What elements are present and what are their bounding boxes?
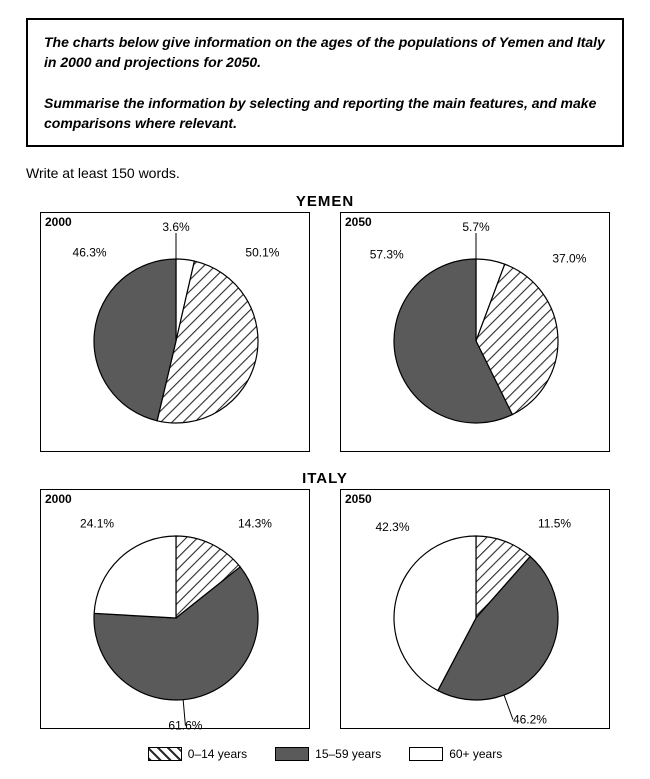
slice-label: 46.2% xyxy=(513,713,547,727)
slice-label: 61.6% xyxy=(168,719,202,730)
legend-label: 15–59 years xyxy=(315,747,381,761)
legend: 0–14 years 15–59 years 60+ years xyxy=(18,747,632,761)
word-count-instruction: Write at least 150 words. xyxy=(26,165,632,181)
slice-label: 5.7% xyxy=(462,220,490,234)
slice-label: 46.3% xyxy=(73,246,107,260)
year-label: 2000 xyxy=(45,492,72,506)
slice-label: 50.1% xyxy=(245,246,279,260)
legend-swatch xyxy=(275,747,309,761)
chart-cell: 2000 14.3% 61.6% 24.1% xyxy=(40,489,310,729)
slice-label: 24.1% xyxy=(80,517,114,531)
year-label: 2050 xyxy=(345,215,372,229)
prompt-line-2: Summarise the information by selecting a… xyxy=(44,93,606,134)
charts-container: YEMEN 2000 3.6% 50.1% 46.3% 2050 5.7% 37.0% 57.3… xyxy=(18,193,632,729)
legend-item: 15–59 years xyxy=(275,747,381,761)
legend-label: 60+ years xyxy=(449,747,502,761)
legend-item: 0–14 years xyxy=(148,747,247,761)
slice-label: 37.0% xyxy=(552,252,586,266)
year-label: 2000 xyxy=(45,215,72,229)
prompt-line-1: The charts below give information on the… xyxy=(44,32,606,73)
slice-label: 57.3% xyxy=(370,248,404,262)
slice-label: 42.3% xyxy=(375,520,409,534)
legend-swatch xyxy=(409,747,443,761)
country-title: YEMEN xyxy=(18,193,632,210)
slice-label: 14.3% xyxy=(238,517,272,531)
slice-label: 11.5% xyxy=(538,517,571,531)
chart-cell: 2050 11.5% 46.2% 42.3% xyxy=(340,489,610,729)
leader-line xyxy=(504,696,513,720)
chart-cell: 2050 5.7% 37.0% 57.3% xyxy=(340,212,610,452)
chart-row: 2000 14.3% 61.6% 24.1% 2050 11.5% 46.2% 42.3% xyxy=(18,489,632,729)
year-label: 2050 xyxy=(345,492,372,506)
slice-label: 3.6% xyxy=(162,220,190,234)
task-prompt-box: The charts below give information on the… xyxy=(26,18,624,147)
chart-row: 2000 3.6% 50.1% 46.3% 2050 5.7% 37.0% 57.3% xyxy=(18,212,632,452)
legend-item: 60+ years xyxy=(409,747,502,761)
country-block: YEMEN 2000 3.6% 50.1% 46.3% 2050 5.7% 37.0% 57.3… xyxy=(18,193,632,452)
chart-cell: 2000 3.6% 50.1% 46.3% xyxy=(40,212,310,452)
legend-label: 0–14 years xyxy=(188,747,247,761)
country-block: ITALY 2000 14.3% 61.6% 24.1% 2050 11.5% 46.2% 42… xyxy=(18,470,632,729)
country-title: ITALY xyxy=(18,470,632,487)
pie-slice xyxy=(94,536,176,618)
legend-swatch xyxy=(148,747,182,761)
